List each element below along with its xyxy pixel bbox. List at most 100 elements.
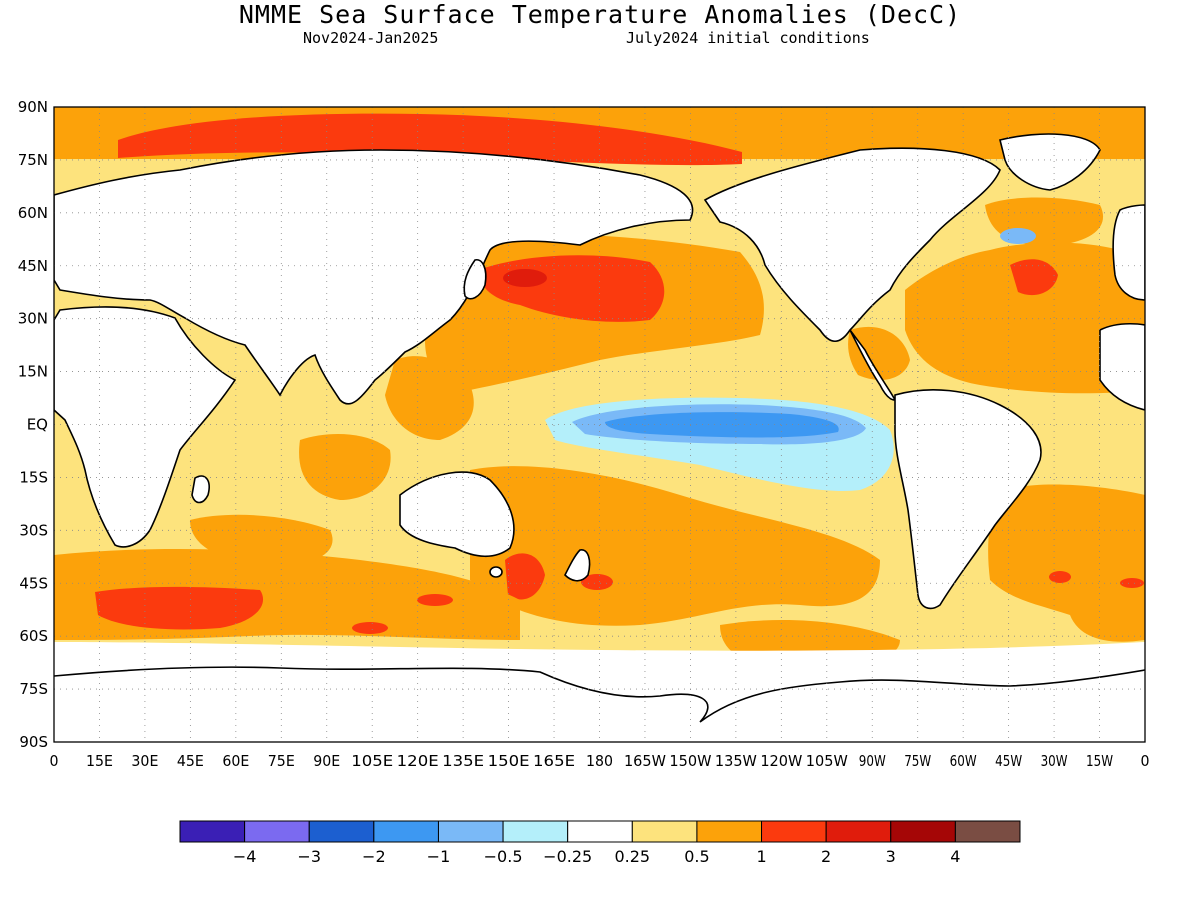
antarctica-coastline — [54, 666, 1145, 723]
colorbar-label: −2 — [362, 847, 386, 866]
lon-label: 15W — [1086, 752, 1113, 770]
lon-label: 90E — [313, 752, 340, 770]
lon-label: 165W — [624, 752, 666, 770]
south-atlantic-red-patch-2 — [1120, 578, 1144, 588]
caribbean-warm-area — [848, 326, 910, 380]
colorbar-label: 4 — [950, 847, 960, 866]
colorbar-label: −0.5 — [484, 847, 523, 866]
page-title: NMME Sea Surface Temperature Anomalies (… — [238, 0, 962, 29]
colorbar-label: 0.5 — [684, 847, 709, 866]
latitude-labels: 90N 75N 60N 45N 30N 15N EQ 15S 30S 45S 60S 75S 90S — [18, 98, 48, 751]
lon-label: 75E — [268, 752, 295, 770]
madagascar — [191, 475, 210, 504]
southern-red-patch-2 — [417, 594, 453, 606]
lon-label: 165E — [533, 752, 575, 770]
colorbar-swatch — [373, 820, 439, 843]
lat-label: 60S — [19, 627, 48, 645]
lon-label: 120W — [760, 752, 802, 770]
new-zealand — [564, 549, 591, 582]
australia-landmass — [399, 471, 515, 558]
equatorial-cold-core — [605, 412, 839, 438]
colorbar-label: 0.25 — [614, 847, 650, 866]
lon-label: 15E — [86, 752, 113, 770]
south-pacific-warm-area — [470, 466, 880, 626]
lon-label: 90W — [859, 752, 886, 770]
lat-label: 15S — [19, 468, 48, 486]
colorbar-swatch — [890, 820, 956, 843]
japan — [463, 259, 487, 300]
colorbar-swatch — [179, 820, 246, 843]
colorbar-label: 3 — [886, 847, 896, 866]
lon-label: 45W — [995, 752, 1022, 770]
south-atlantic-red-patch — [1049, 571, 1071, 583]
colorbar-swatch — [567, 820, 633, 843]
africa-landmass — [54, 306, 237, 548]
colorbar-label: 2 — [821, 847, 831, 866]
lon-label: 135W — [715, 752, 757, 770]
colorbar-label: −0.25 — [543, 847, 592, 866]
south-america-landmass — [894, 389, 1042, 610]
indian-ocean-warm-area — [299, 434, 391, 500]
lon-label: 105W — [806, 752, 848, 770]
tasman-red-patch — [505, 553, 545, 600]
lon-label: 180 — [586, 752, 613, 770]
lon-label: 150E — [488, 752, 530, 770]
southern-ocean-red-area — [95, 586, 264, 630]
tasmania — [489, 566, 503, 578]
lat-label: 45S — [19, 574, 48, 592]
lon-label: 150W — [669, 752, 711, 770]
greenland — [999, 133, 1101, 191]
lon-label: 0 — [50, 752, 59, 770]
colorbar-label: 1 — [756, 847, 766, 866]
new-zealand-red-patch — [581, 574, 613, 590]
colorbar-swatch — [761, 820, 827, 843]
lat-label: 15N — [18, 363, 48, 381]
lon-label: 120E — [397, 752, 439, 770]
lon-label: 75W — [904, 752, 931, 770]
north-atlantic-red-patch — [1010, 259, 1058, 296]
north-atlantic-warm-area — [905, 242, 1145, 394]
lat-label: 75S — [19, 680, 48, 698]
lon-label: 105E — [351, 752, 393, 770]
africa-landmass-east-edge — [1099, 322, 1145, 411]
colorbar-label: −1 — [427, 847, 451, 866]
lon-label: 30E — [131, 752, 158, 770]
lat-label: 90N — [18, 98, 48, 116]
longitude-labels: 0 15E 30E 45E 60E 75E 90E 105E 120E 135E 150E 165E 1… — [50, 752, 1150, 770]
colorbar-swatch — [308, 820, 375, 843]
colorbar-swatch — [696, 820, 763, 843]
colorbar-swatch — [631, 820, 698, 843]
lon-label: 45E — [177, 752, 204, 770]
colorbar-swatch — [825, 820, 892, 843]
west-pacific-warm-area — [385, 356, 474, 440]
map-content — [54, 107, 1145, 742]
map-frame — [53, 106, 1146, 743]
north-atlantic-cold-patch — [1000, 228, 1036, 244]
lat-label: 30N — [18, 310, 48, 328]
colorbar-swatch — [437, 820, 504, 843]
lat-label: EQ — [27, 416, 48, 434]
lon-label: 30W — [1041, 752, 1068, 770]
colorbar-swatch — [502, 820, 569, 843]
colorbar: −4 −3 −2 −1 −0.5 −0.25 0.25 0.5 1 2 3 4 — [179, 820, 1021, 866]
forecast-period: Nov2024-Jan2025 — [303, 29, 439, 47]
colorbar-label: −3 — [297, 847, 321, 866]
arctic-red-strip — [118, 113, 742, 166]
colorbar-swatch — [954, 820, 1021, 843]
lon-label: 60W — [950, 752, 977, 770]
lon-label: 135E — [442, 752, 484, 770]
lat-label: 90S — [19, 733, 48, 751]
initial-conditions: July2024 initial conditions — [626, 29, 870, 47]
north-america-landmass — [703, 147, 1001, 343]
lon-label: 60E — [222, 752, 249, 770]
lat-label: 60N — [18, 204, 48, 222]
lon-label: 0 — [1141, 752, 1150, 770]
eurasia-landmass — [54, 149, 694, 405]
colorbar-swatch — [244, 820, 310, 843]
lat-label: 45N — [18, 257, 48, 275]
europe-landmass-east-edge — [1112, 204, 1145, 301]
south-atlantic-warm-area — [988, 484, 1145, 642]
southern-red-patch — [352, 622, 388, 634]
colorbar-label: −4 — [233, 847, 257, 866]
